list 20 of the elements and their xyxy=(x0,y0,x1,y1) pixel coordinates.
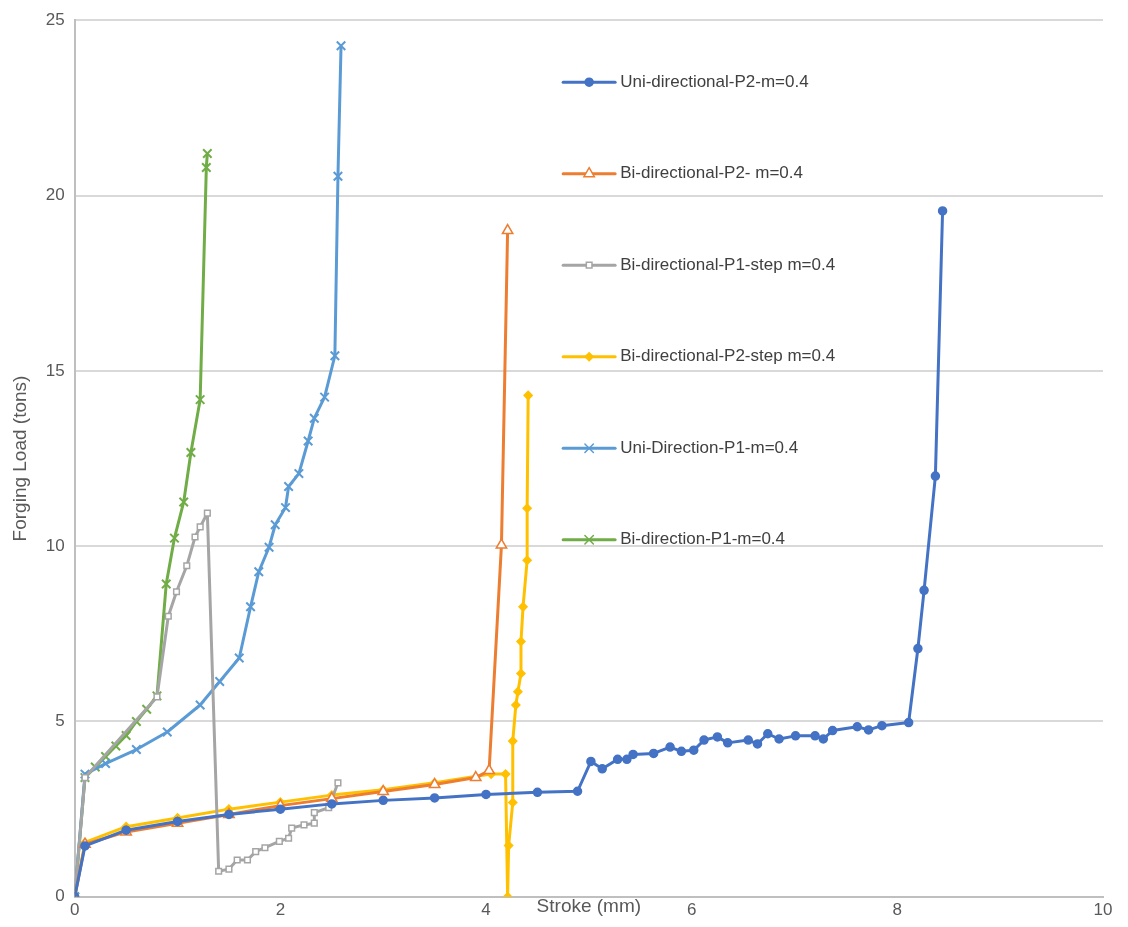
x-tick-label: 10 xyxy=(1093,899,1113,919)
legend-label: Bi-directional-P1-step m=0.4 xyxy=(620,254,836,274)
legend-label: Uni-Direction-P1-m=0.4 xyxy=(620,437,799,457)
y-tick-label: 20 xyxy=(45,185,65,205)
x-axis-title: Stroke (mm) xyxy=(536,894,642,916)
y-tick-label: 15 xyxy=(45,360,65,380)
y-tick-label: 25 xyxy=(45,9,65,29)
x-tick-label: 0 xyxy=(69,899,80,919)
legend-label: Bi-direction-P1-m=0.4 xyxy=(620,529,786,549)
x-tick-label: 6 xyxy=(686,899,697,919)
y-axis-title: Forging Load (tons) xyxy=(8,375,30,542)
legend-label: Bi-directional-P2- m=0.4 xyxy=(620,163,803,183)
y-tick-label: 10 xyxy=(45,535,65,555)
x-tick-label: 8 xyxy=(892,899,903,919)
x-tick-label: 4 xyxy=(481,899,491,919)
y-tick-label: 5 xyxy=(55,711,65,731)
y-tick-label: 0 xyxy=(55,886,65,906)
legend-label: Uni-directional-P2-m=0.4 xyxy=(620,71,809,91)
legend-label: Bi-directional-P2-step m=0.4 xyxy=(620,346,836,366)
x-tick-label: 2 xyxy=(275,899,286,919)
